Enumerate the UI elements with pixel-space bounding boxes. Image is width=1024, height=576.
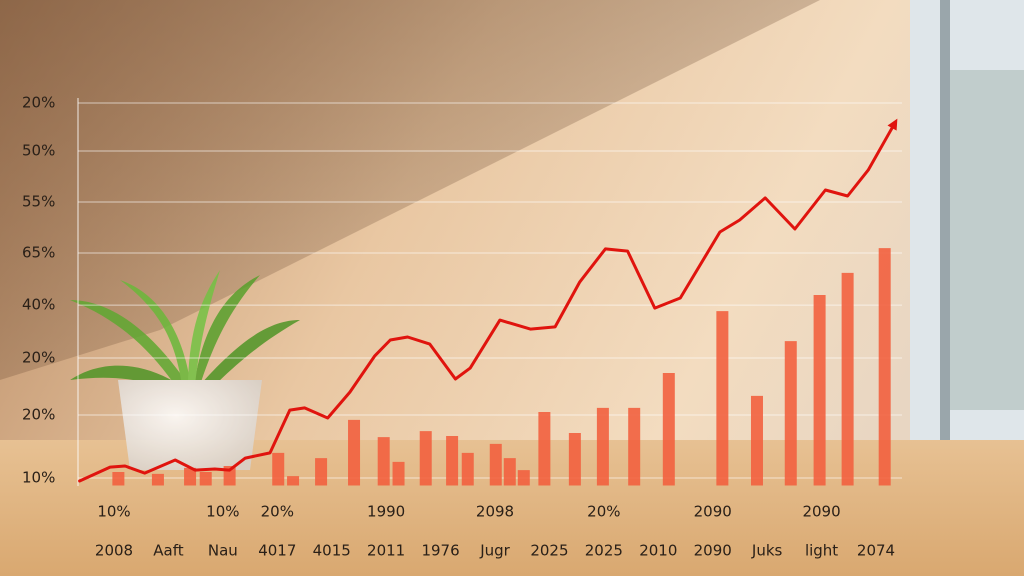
- bar: [538, 412, 551, 486]
- window-pane: [950, 70, 1024, 410]
- wall-shadow: [0, 0, 820, 380]
- bar: [112, 472, 125, 486]
- x-tick-label: 2074: [857, 542, 895, 560]
- window-frame: [940, 0, 950, 440]
- x-tick-label: 2011: [367, 542, 405, 560]
- bar: [517, 470, 530, 486]
- x-tick-label: light: [805, 542, 838, 560]
- x-tick-label: 20%: [261, 503, 294, 521]
- x-tick-label: Aaft: [153, 542, 183, 560]
- bar: [184, 467, 197, 486]
- bar: [596, 407, 609, 486]
- x-tick-label: 2010: [639, 542, 677, 560]
- y-tick-label: 55%: [22, 193, 55, 211]
- x-tick-label: 4017: [258, 542, 296, 560]
- line-series: [78, 120, 897, 483]
- bar: [813, 295, 826, 486]
- bar: [750, 395, 763, 486]
- y-tick-label: 40%: [22, 296, 55, 314]
- y-tick-label: 50%: [22, 142, 55, 160]
- y-tick-label: 10%: [22, 469, 55, 487]
- bar: [489, 443, 502, 486]
- bar: [503, 458, 516, 486]
- x-tick-label: 2025: [530, 542, 568, 560]
- bar: [287, 476, 300, 486]
- x-tick-label: Jugr: [479, 542, 510, 560]
- x-tick-label: 2090: [694, 542, 732, 560]
- x-tick-label: 1976: [421, 542, 459, 560]
- bar: [662, 373, 675, 486]
- x-tick-label: 10%: [206, 503, 239, 521]
- y-tick-label: 20%: [22, 349, 55, 367]
- x-tick-label: 4015: [313, 542, 351, 560]
- bar: [151, 473, 164, 486]
- bar: [419, 431, 432, 486]
- x-tick-label: 2008: [95, 542, 133, 560]
- bar: [272, 452, 285, 486]
- x-tick-label: 10%: [97, 503, 130, 521]
- x-tick-label: Juks: [751, 542, 783, 560]
- y-tick-label: 20%: [22, 94, 55, 112]
- bar: [841, 272, 854, 486]
- x-tick-label: 2025: [585, 542, 623, 560]
- x-tick-label: 2090: [694, 503, 732, 521]
- bar: [784, 341, 797, 486]
- x-tick-label: Nau: [208, 542, 238, 560]
- bar: [878, 248, 891, 486]
- bar: [568, 433, 581, 486]
- y-tick-label: 65%: [22, 244, 55, 262]
- bar: [628, 407, 641, 486]
- bar: [716, 311, 729, 486]
- bar: [446, 436, 459, 486]
- bar: [348, 419, 361, 486]
- bar: [377, 437, 390, 486]
- x-tick-label: 2090: [802, 503, 840, 521]
- x-tick-label: 1990: [367, 503, 405, 521]
- bar: [461, 452, 474, 486]
- bar: [199, 472, 212, 486]
- bar: [315, 458, 328, 486]
- x-tick-label: 2098: [476, 503, 514, 521]
- bar: [392, 461, 405, 486]
- x-tick-label: 20%: [587, 503, 620, 521]
- plant: [70, 270, 300, 470]
- line-arrowhead: [887, 118, 898, 131]
- y-tick-label: 20%: [22, 406, 55, 424]
